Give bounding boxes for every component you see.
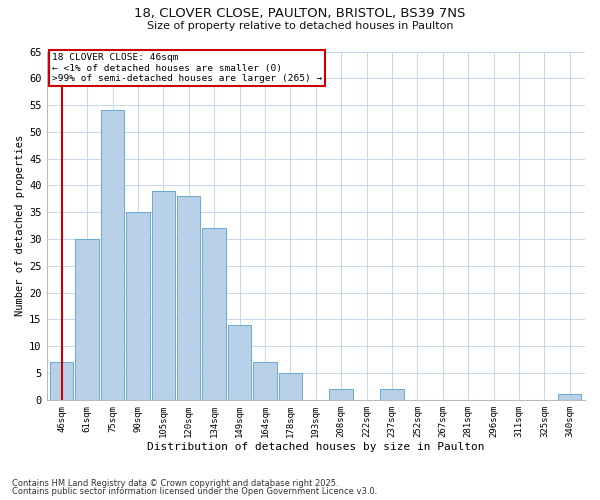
Bar: [177, 196, 200, 400]
Bar: [152, 191, 175, 400]
Bar: [380, 389, 404, 400]
Text: 18, CLOVER CLOSE, PAULTON, BRISTOL, BS39 7NS: 18, CLOVER CLOSE, PAULTON, BRISTOL, BS39…: [134, 8, 466, 20]
Bar: [76, 239, 99, 400]
Y-axis label: Number of detached properties: Number of detached properties: [15, 135, 25, 316]
Text: Contains HM Land Registry data © Crown copyright and database right 2025.: Contains HM Land Registry data © Crown c…: [12, 478, 338, 488]
Bar: [101, 110, 124, 400]
Text: Size of property relative to detached houses in Paulton: Size of property relative to detached ho…: [147, 21, 453, 31]
Bar: [558, 394, 581, 400]
Bar: [253, 362, 277, 400]
Bar: [202, 228, 226, 400]
Bar: [329, 389, 353, 400]
Bar: [126, 212, 149, 400]
Bar: [278, 373, 302, 400]
Text: 18 CLOVER CLOSE: 46sqm
← <1% of detached houses are smaller (0)
>99% of semi-det: 18 CLOVER CLOSE: 46sqm ← <1% of detached…: [52, 53, 322, 83]
Text: Contains public sector information licensed under the Open Government Licence v3: Contains public sector information licen…: [12, 487, 377, 496]
Bar: [50, 362, 73, 400]
X-axis label: Distribution of detached houses by size in Paulton: Distribution of detached houses by size …: [147, 442, 485, 452]
Bar: [228, 325, 251, 400]
